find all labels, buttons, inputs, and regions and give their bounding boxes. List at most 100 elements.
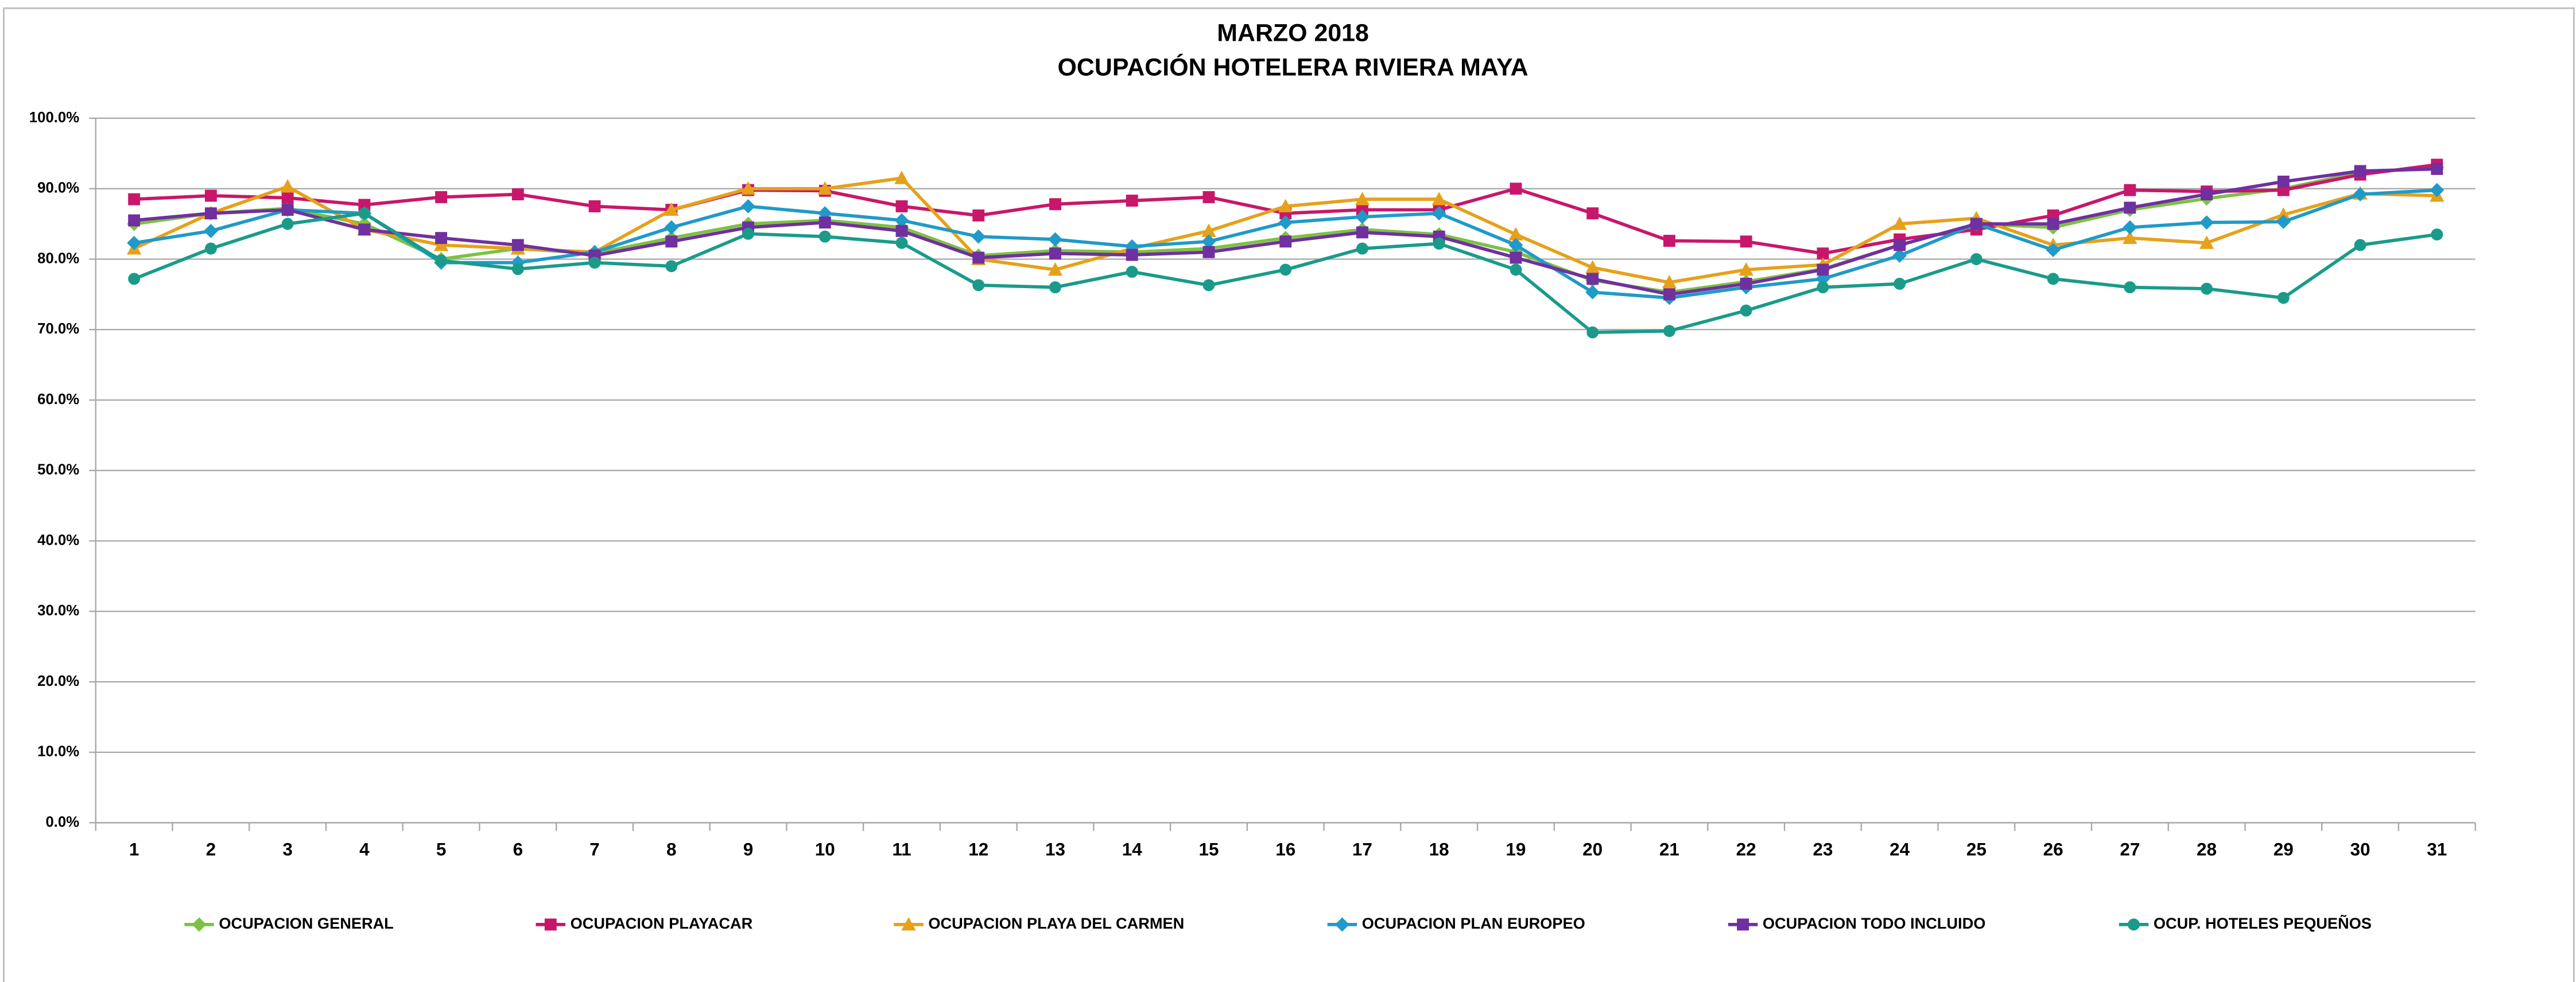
data-point [127, 235, 142, 250]
x-tick-label: 16 [1275, 839, 1295, 859]
data-point [511, 239, 524, 251]
data-point [1510, 263, 1522, 276]
y-tick-label: 20.0% [37, 673, 79, 689]
data-point [1740, 235, 1752, 248]
data-point [2047, 273, 2059, 285]
legend-marker [192, 917, 207, 932]
data-point [2046, 243, 2061, 257]
data-point [2199, 235, 2214, 249]
data-point [1356, 226, 1368, 239]
y-tick-label: 60.0% [37, 391, 79, 407]
data-point [1202, 246, 1215, 258]
data-point [128, 193, 141, 205]
data-point [1278, 215, 1293, 230]
data-point [895, 236, 908, 249]
data-point [2353, 187, 2368, 202]
legend-label: OCUP. HOTELES PEQUEÑOS [2154, 914, 2372, 932]
legend-marker [1737, 918, 1749, 931]
x-tick-label: 20 [1582, 839, 1603, 859]
data-point [1049, 247, 1061, 260]
data-point [2123, 220, 2137, 235]
y-tick-label: 80.0% [37, 250, 79, 266]
chart-subtitle: OCUPACIÓN HOTELERA RIVIERA MAYA [1058, 53, 1528, 81]
data-point [1048, 262, 1063, 276]
data-point [281, 204, 294, 216]
data-point [972, 279, 985, 292]
data-point [1663, 235, 1675, 247]
data-point [2430, 183, 2445, 197]
data-point [972, 251, 985, 264]
data-point [665, 260, 678, 273]
data-point [2201, 282, 2213, 295]
x-tick-label: 18 [1429, 839, 1449, 859]
data-point [1126, 195, 1138, 207]
x-tick-label: 23 [1813, 839, 1833, 859]
x-tick-label: 11 [892, 839, 911, 859]
y-tick-label: 0.0% [45, 814, 79, 830]
data-point [1892, 248, 1907, 263]
data-point [433, 237, 449, 251]
data-point [1663, 325, 1675, 337]
x-tick-label: 25 [1966, 839, 1987, 859]
x-tick-label: 15 [1198, 839, 1219, 859]
data-point [2277, 176, 2290, 188]
data-point [818, 230, 831, 243]
data-point [1662, 275, 1677, 289]
data-point [1586, 273, 1599, 285]
data-point [2124, 281, 2136, 294]
data-point [2123, 230, 2137, 244]
data-point [1586, 207, 1599, 220]
x-tick-label: 3 [282, 839, 293, 859]
y-tick-label: 70.0% [37, 321, 79, 337]
data-point [1892, 216, 1907, 230]
legend-label: OCUPACION PLAYACAR [571, 914, 753, 932]
x-tick-label: 4 [359, 839, 370, 859]
data-point [817, 181, 832, 195]
data-point [818, 216, 831, 229]
x-tick-label: 14 [1122, 839, 1143, 859]
x-tick-label: 21 [1659, 839, 1679, 859]
data-point [358, 223, 371, 236]
x-tick-label: 7 [589, 839, 600, 859]
x-tick-label: 10 [815, 839, 835, 859]
data-point [2277, 292, 2290, 304]
x-tick-label: 31 [2427, 839, 2447, 859]
data-point [588, 200, 601, 212]
data-point [1202, 279, 1215, 292]
data-point [742, 227, 754, 240]
data-point [1355, 209, 1370, 224]
data-point [972, 209, 985, 222]
x-tick-label: 8 [666, 839, 677, 859]
legend-marker [1334, 917, 1349, 932]
x-tick-label: 9 [743, 839, 754, 859]
x-tick-label: 19 [1506, 839, 1526, 859]
data-point [2354, 165, 2366, 177]
data-point [1431, 192, 1446, 205]
data-point [1740, 304, 1752, 317]
data-point [1355, 192, 1370, 205]
data-point [665, 235, 678, 248]
x-tick-label: 22 [1736, 839, 1756, 859]
data-point [2047, 218, 2059, 230]
data-point [2124, 201, 2136, 214]
data-point [435, 254, 448, 267]
data-point [1049, 198, 1061, 211]
data-point [1126, 266, 1138, 278]
data-point [435, 191, 448, 203]
y-tick-label: 100.0% [29, 110, 79, 126]
data-point [2199, 215, 2214, 230]
y-tick-label: 30.0% [37, 603, 79, 619]
data-point [2201, 188, 2213, 201]
x-tick-label: 24 [1890, 839, 1910, 859]
data-point [435, 232, 448, 244]
legend-label: OCUPACION GENERAL [219, 914, 393, 932]
chart-title: MARZO 2018 [1217, 19, 1369, 46]
data-point [281, 192, 294, 204]
data-point [2431, 228, 2443, 240]
data-point [1739, 262, 1753, 276]
data-point [358, 207, 371, 220]
data-point [1510, 183, 1522, 195]
x-tick-label: 12 [968, 839, 988, 859]
data-point [1817, 281, 1829, 294]
